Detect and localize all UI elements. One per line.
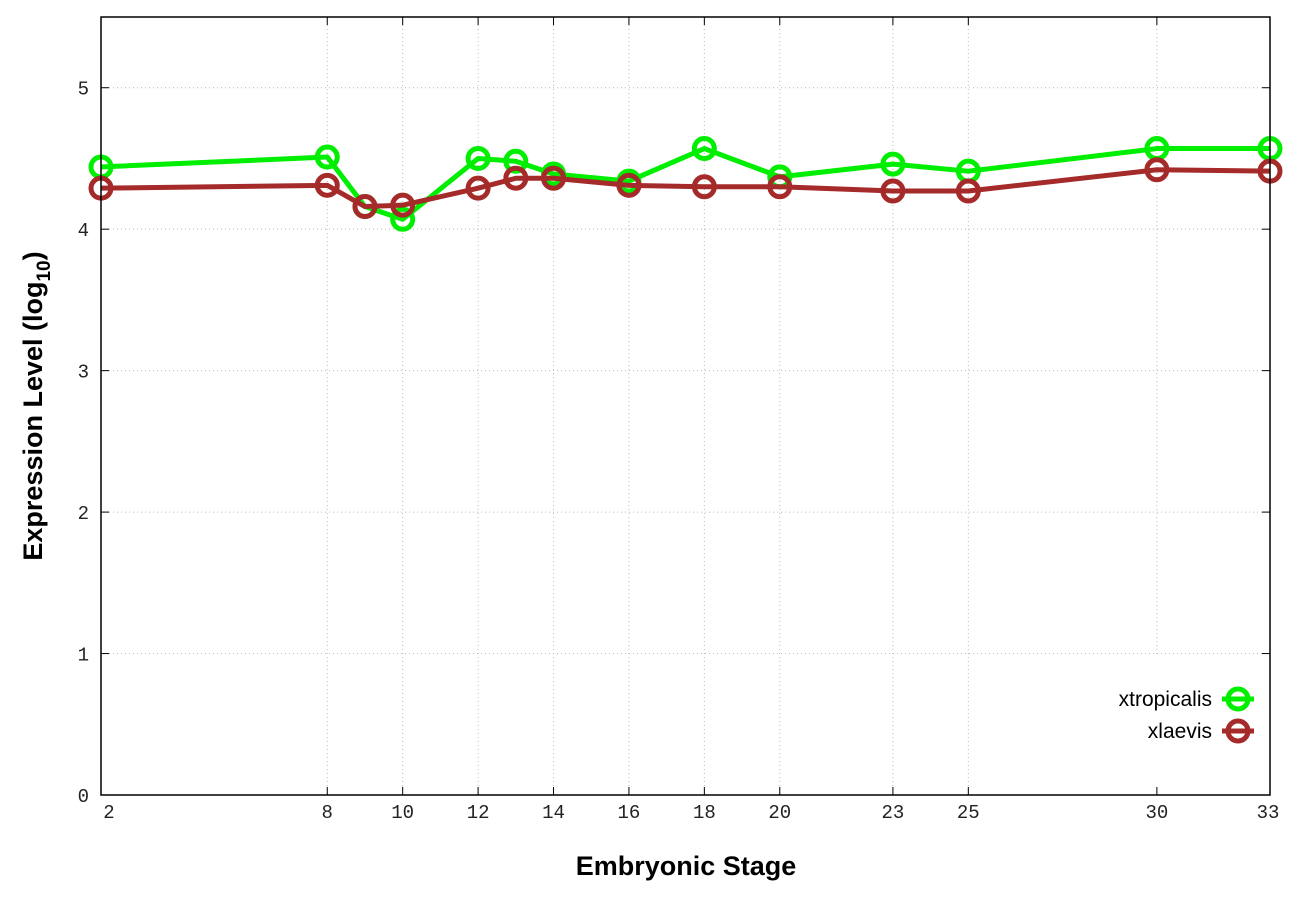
series-line-xlaevis [100,167,1271,210]
legend-background [1072,655,1269,794]
x-tick-label: 18 [693,802,716,824]
data-point-xtropicalis [465,145,491,171]
data-point-xlaevis [503,165,529,191]
x-tick-label: 33 [1257,802,1280,824]
data-point-xtropicalis [314,144,340,170]
x-tick-label: 12 [467,802,490,824]
grid [100,17,1271,796]
y-tick-label: 2 [78,503,89,525]
data-point-xtropicalis [880,151,906,177]
data-point-xlaevis [314,172,340,198]
y-axis-label: Expression Level (log10) [18,251,55,560]
data-point-xlaevis [390,192,416,218]
legend-label-xlaevis: xlaevis [1148,720,1212,743]
y-tick-label: 0 [78,786,89,808]
x-tick-label: 20 [768,802,791,824]
data-point-xlaevis [616,172,642,198]
data-point-xtropicalis [691,136,717,162]
y-tick-label: 4 [78,220,89,242]
legend-marker-xlaevis [1225,718,1251,744]
data-point-xlaevis [767,174,793,200]
x-axis-label: Embryonic Stage [576,851,797,881]
x-tick-label: 8 [322,802,333,824]
series-layer [88,136,1283,232]
data-point-xlaevis [691,174,717,200]
data-point-xlaevis [880,178,906,204]
data-point-xlaevis [352,194,378,220]
legend: xtropicalis xlaevis [1119,686,1254,744]
x-tick-label: 10 [391,802,414,824]
x-tick-label: 25 [957,802,980,824]
data-point-xlaevis [465,175,491,201]
x-tick-label: 14 [542,802,565,824]
y-tick-label: 3 [78,362,89,384]
x-tick-label: 16 [618,802,641,824]
data-point-xlaevis [955,178,981,204]
y-tick-label: 1 [78,645,89,667]
data-point-xlaevis [541,165,567,191]
y-tick-label: 5 [78,79,89,101]
data-point-xlaevis [1144,157,1170,183]
x-tick-label: 23 [881,802,904,824]
legend-marker-xtropicalis [1225,686,1251,712]
legend-label-xtropicalis: xtropicalis [1119,688,1212,711]
data-point-xtropicalis [503,148,529,174]
data-point-xtropicalis [390,206,416,232]
x-tick-label: 30 [1145,802,1168,824]
plot-frame [100,16,1271,796]
x-tick-label: 2 [103,802,114,824]
